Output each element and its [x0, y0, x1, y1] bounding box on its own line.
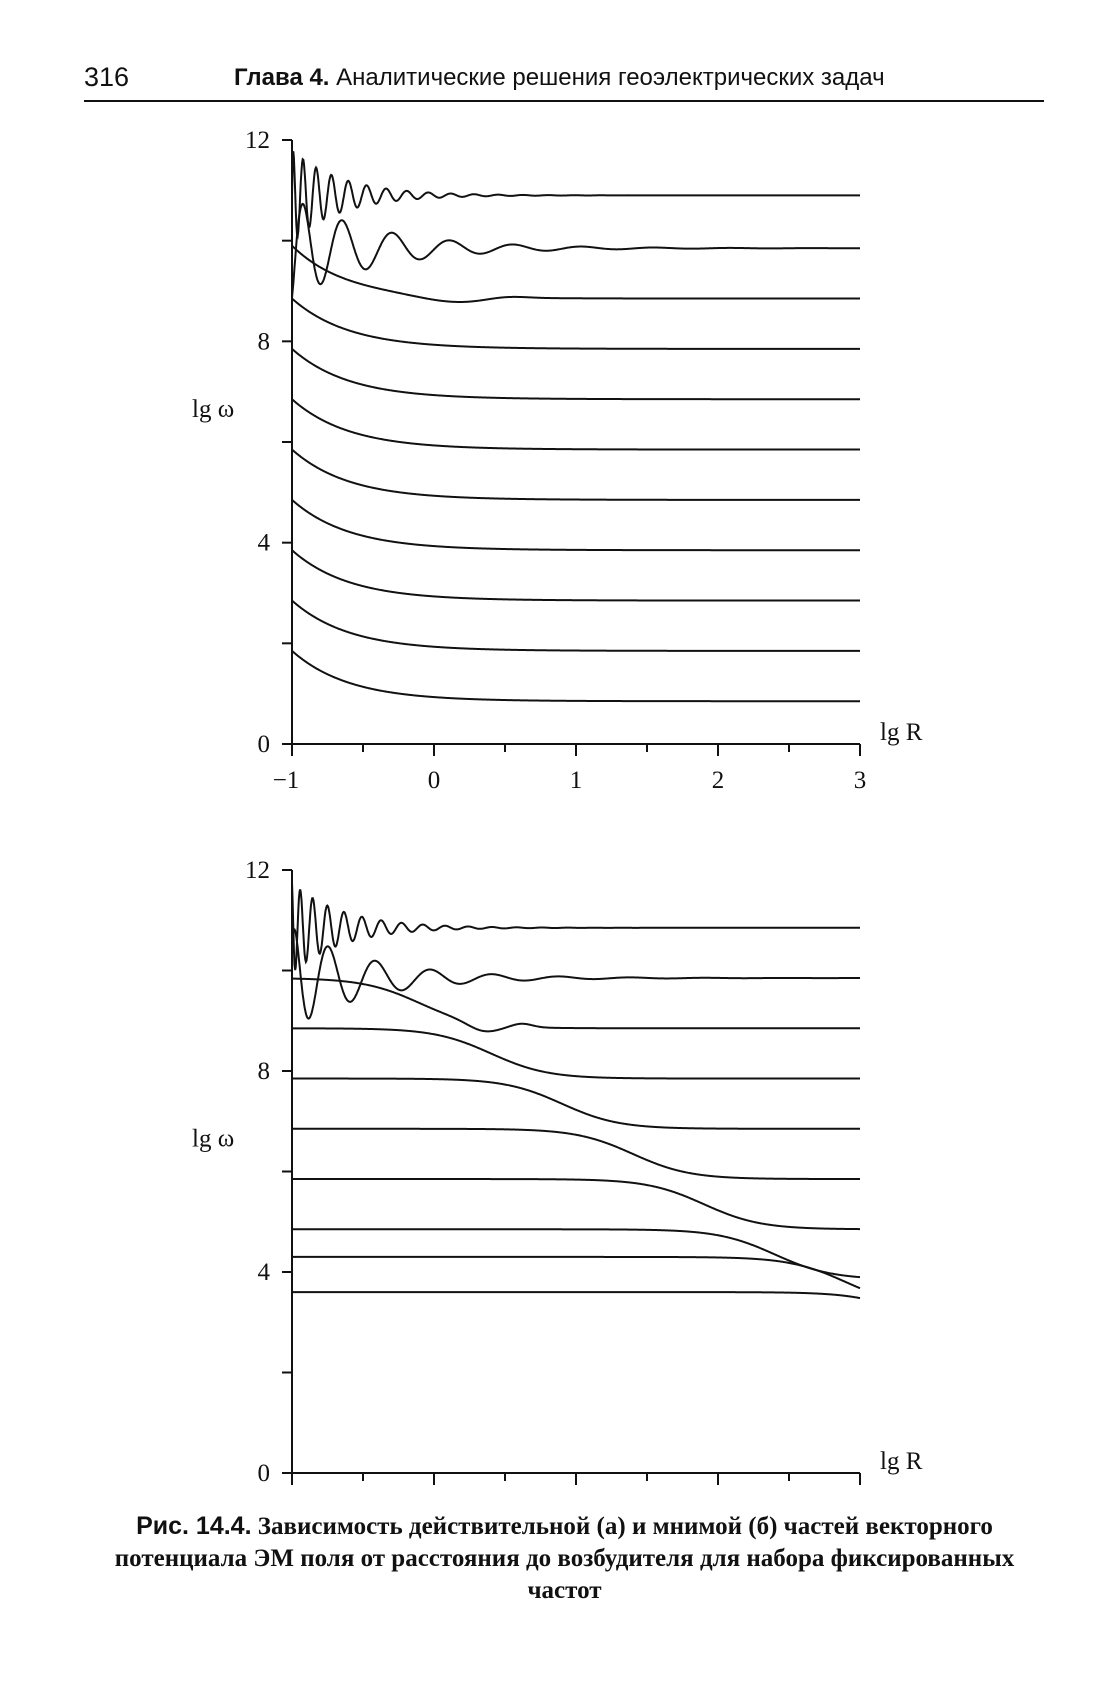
panel-1-y-tick-label: 12	[245, 127, 270, 154]
caption-text: Зависимость действительной (а) и мнимой …	[114, 1513, 1015, 1604]
panel-2-curve	[292, 1027, 860, 1080]
panel-2-y-tick-label: 12	[245, 857, 270, 884]
panel-1-x-tick-label: −1	[273, 767, 300, 794]
figure-caption: Рис. 14.4. Зависимость действительной (а…	[92, 1510, 1037, 1607]
panel-1-curve	[291, 202, 860, 298]
panel-2-curve	[292, 1291, 861, 1300]
panel-2-curve	[292, 1178, 860, 1231]
panel-2-x-axis-label: lg R	[880, 1448, 923, 1475]
panel-2-curve	[292, 1127, 860, 1181]
panel-1-curve	[291, 297, 860, 350]
panel-2-curve	[291, 882, 860, 971]
panel-1-curve	[291, 549, 860, 602]
panel-2-y-tick-label: 0	[258, 1460, 271, 1487]
running-title: Глава 4. Аналитические решения геоэлектр…	[234, 64, 885, 92]
panel-1-y-axis-label: lg ω	[192, 396, 234, 423]
panel-1-y-tick-label: 4	[258, 530, 271, 557]
panel-2-curve	[291, 928, 860, 1020]
panel-2-y-axis-label: lg ω	[192, 1125, 234, 1152]
panel-1-curve	[291, 398, 860, 451]
panel-1-curve	[291, 650, 860, 703]
panel-1-curve	[291, 448, 860, 501]
panel-2-curve	[291, 977, 860, 1033]
panel-1-x-tick-label: 2	[712, 767, 725, 794]
panel-1-y-tick-label: 0	[258, 731, 271, 758]
header-rule	[84, 100, 1044, 102]
panel-1-curve	[291, 151, 860, 240]
panel-1-x-axis-label: lg R	[880, 719, 923, 746]
panel-1-curve	[291, 499, 860, 552]
panel-2-y-tick-label: 8	[258, 1058, 271, 1085]
panel-2-x-tick-label: 0	[428, 1496, 441, 1500]
panel-2-x-tick-label: 2	[712, 1496, 725, 1500]
panel-2-x-tick-label: −1	[273, 1496, 300, 1500]
panel-2-curve	[292, 1077, 860, 1130]
caption-label: Рис. 14.4.	[136, 1512, 252, 1540]
panel-1-curve	[291, 244, 860, 303]
panel-2-x-tick-label: 3	[854, 1496, 867, 1500]
chapter-label: Глава 4.	[234, 64, 330, 91]
chapter-title: Аналитические решения геоэлектрических з…	[336, 64, 885, 91]
panel-1-curve	[291, 599, 860, 652]
panel-1-y-tick-label: 8	[258, 328, 271, 355]
panel-2-x-tick-label: 1	[570, 1496, 583, 1500]
panel-1-x-tick-label: 1	[570, 767, 583, 794]
page-header: 316 Глава 4. Аналитические решения геоэл…	[84, 62, 1044, 104]
panel-1-x-tick-label: 3	[854, 767, 867, 794]
panel-2-curve	[292, 1255, 861, 1290]
page-number: 316	[84, 62, 130, 92]
panel-2-y-tick-label: 4	[258, 1259, 271, 1286]
panel-1-x-tick-label: 0	[428, 767, 441, 794]
panel-2-curve	[292, 1228, 861, 1279]
panel-1-curve	[291, 348, 860, 401]
